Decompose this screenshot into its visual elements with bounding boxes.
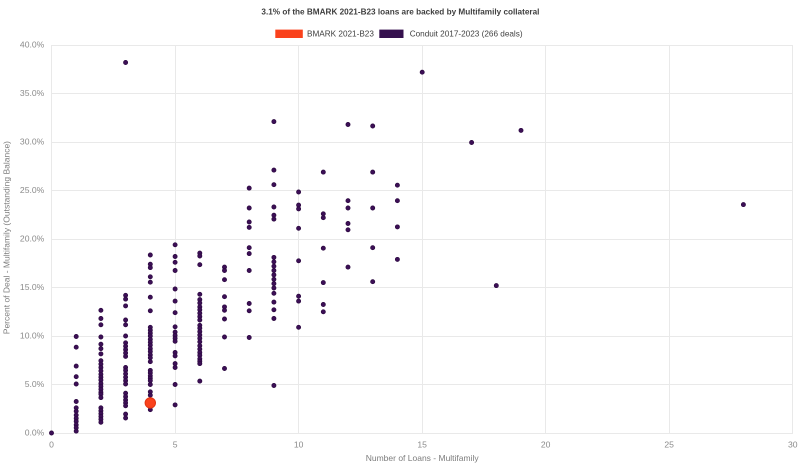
svg-text:5.0%: 5.0%: [25, 379, 45, 389]
svg-text:0: 0: [49, 439, 54, 449]
svg-text:0.0%: 0.0%: [25, 427, 45, 437]
svg-text:5: 5: [173, 439, 178, 449]
svg-text:35.0%: 35.0%: [20, 88, 45, 98]
svg-text:10.0%: 10.0%: [20, 330, 45, 340]
svg-text:30.0%: 30.0%: [20, 136, 45, 146]
svg-text:20: 20: [541, 439, 551, 449]
svg-text:15: 15: [417, 439, 427, 449]
svg-text:Number of Loans - Multifamily: Number of Loans - Multifamily: [366, 453, 480, 463]
svg-text:30: 30: [788, 439, 798, 449]
svg-text:Conduit 2017-2023 (266 deals): Conduit 2017-2023 (266 deals): [410, 30, 523, 39]
svg-text:3.1% of the BMARK 2021-B23 loa: 3.1% of the BMARK 2021-B23 loans are bac…: [261, 7, 539, 16]
svg-text:25.0%: 25.0%: [20, 185, 45, 195]
svg-text:20.0%: 20.0%: [20, 233, 45, 243]
svg-text:25: 25: [664, 439, 674, 449]
svg-text:Percent of Deal - Multifamily: Percent of Deal - Multifamily (Outstandi…: [1, 141, 11, 334]
svg-text:15.0%: 15.0%: [20, 282, 45, 292]
svg-text:40.0%: 40.0%: [20, 39, 45, 49]
svg-text:BMARK 2021-B23: BMARK 2021-B23: [307, 30, 374, 39]
svg-text:10: 10: [294, 439, 304, 449]
